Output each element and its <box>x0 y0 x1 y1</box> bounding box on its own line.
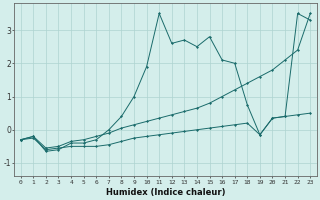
X-axis label: Humidex (Indice chaleur): Humidex (Indice chaleur) <box>106 188 225 197</box>
